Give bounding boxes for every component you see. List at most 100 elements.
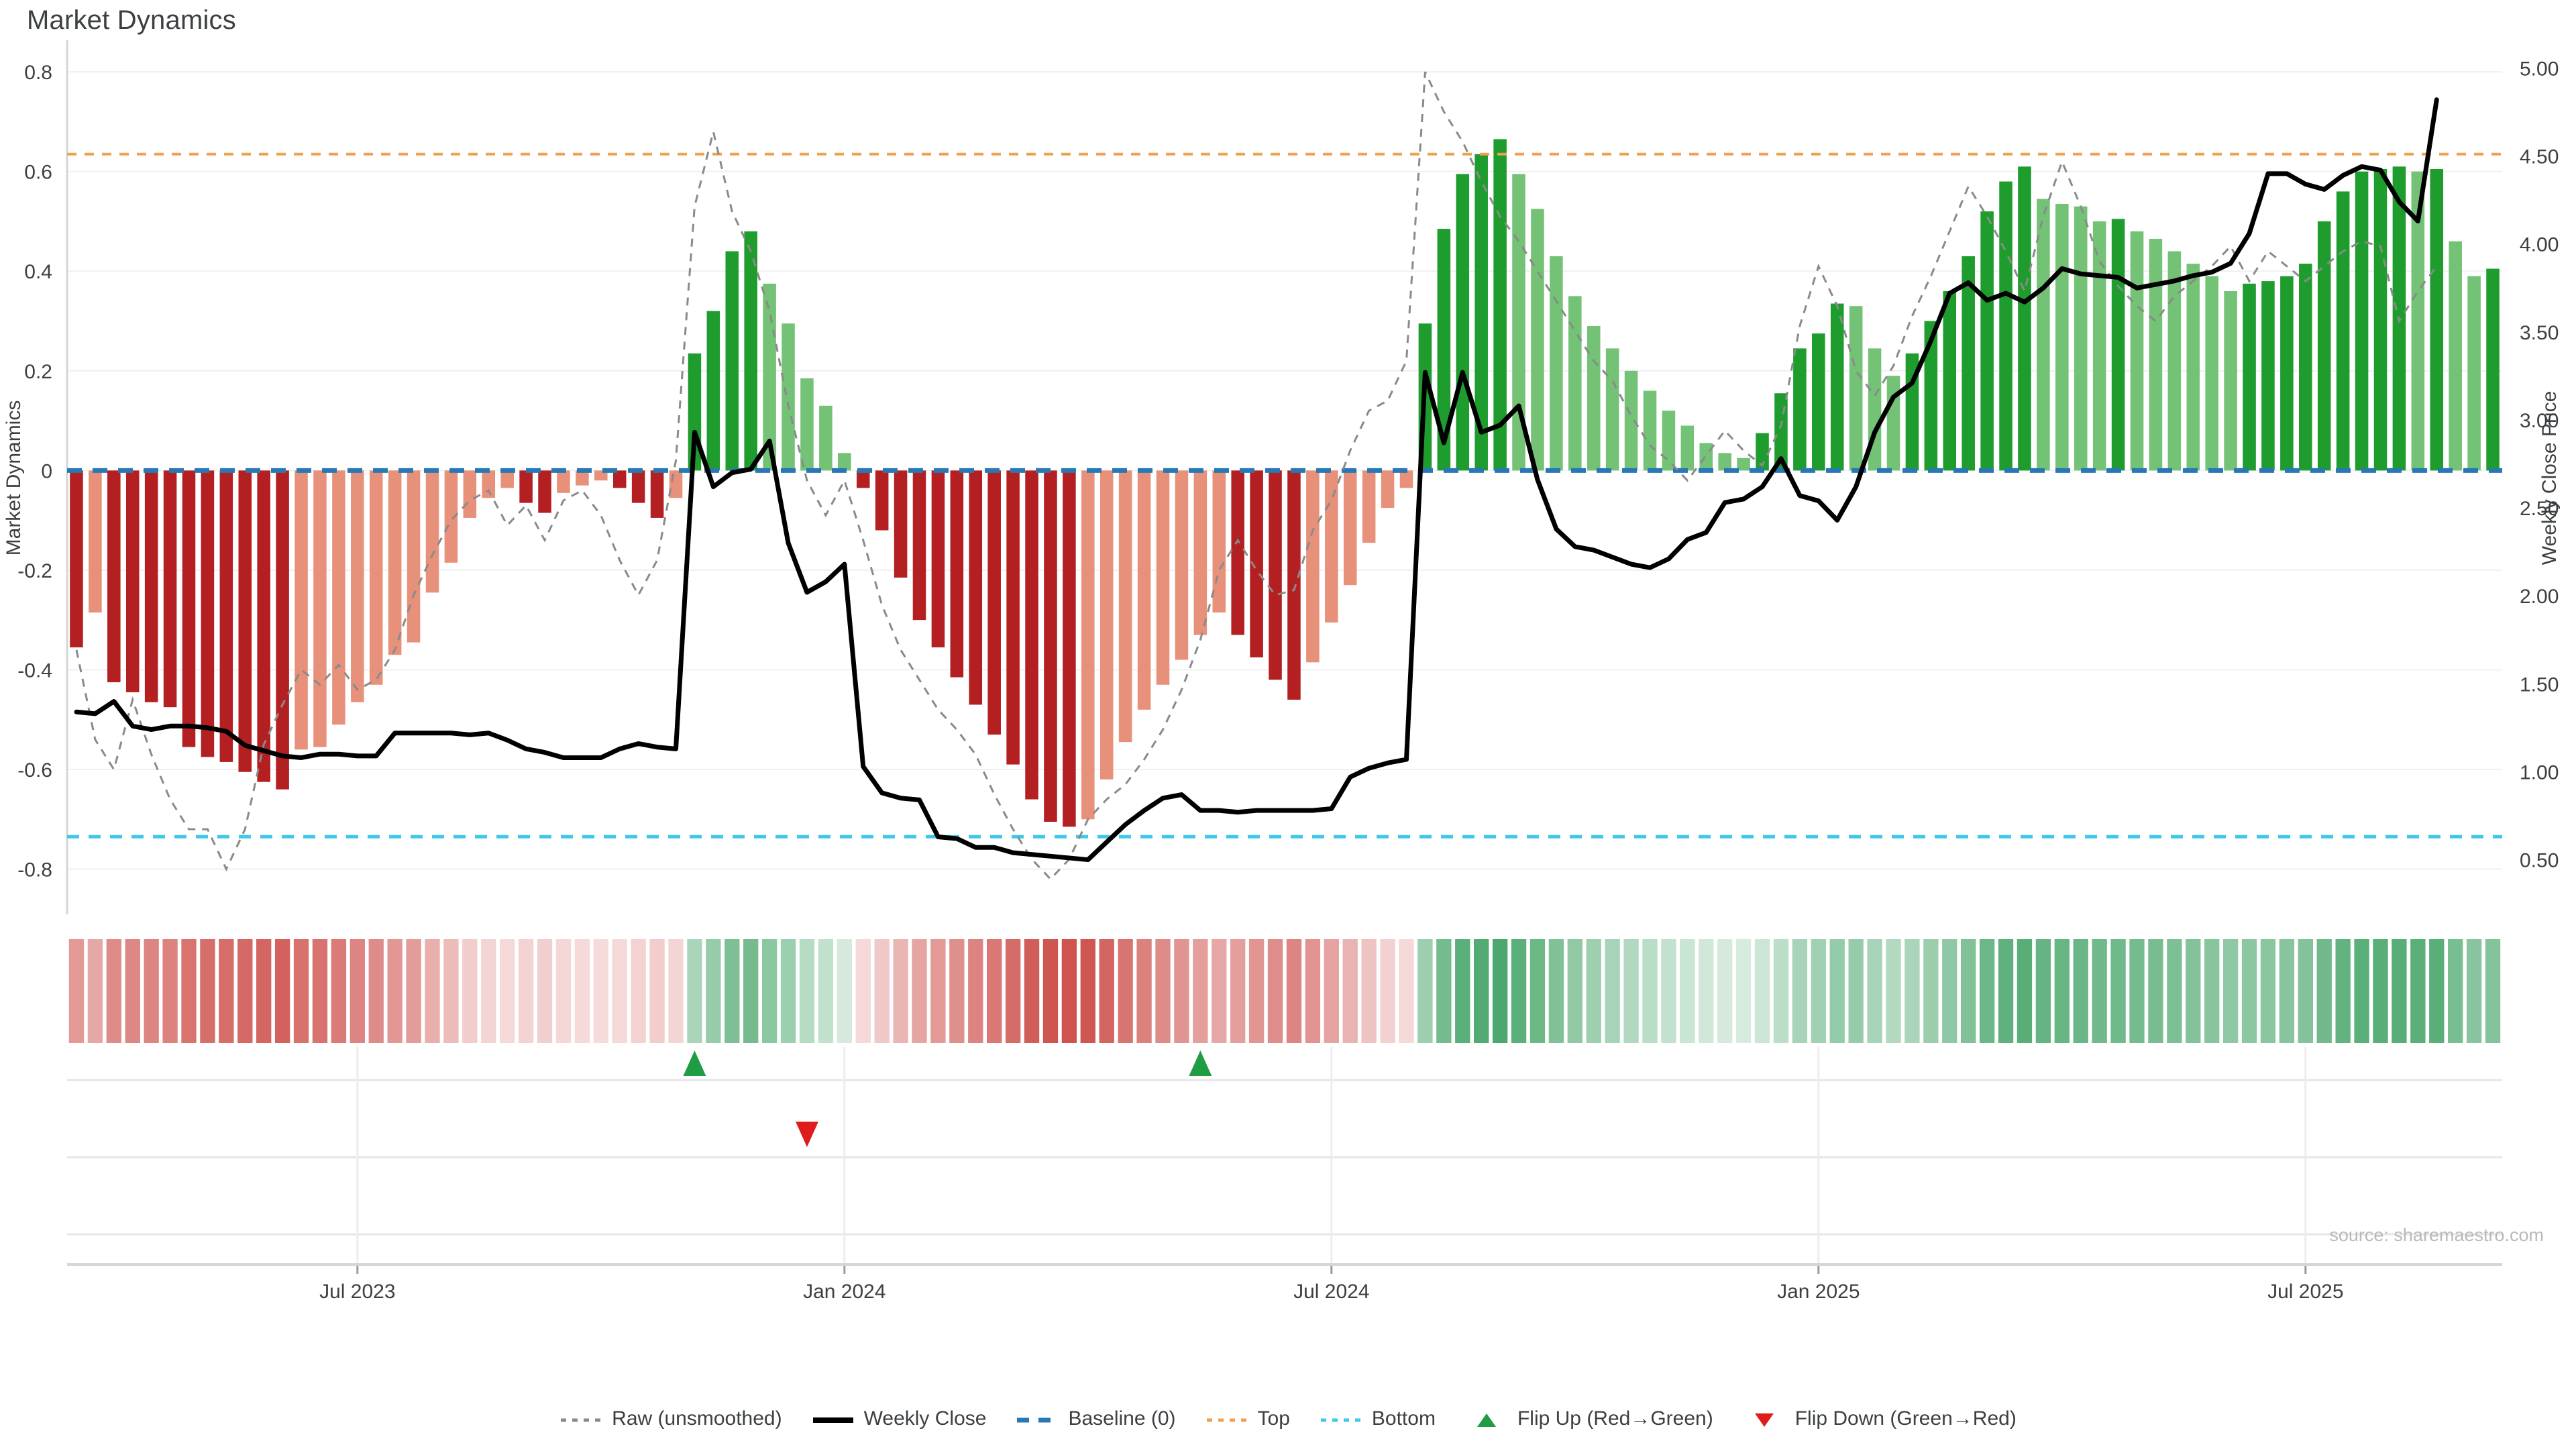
legend-swatch-weekly-close-icon bbox=[812, 1411, 855, 1426]
legend-label-raw-unsmoothed: Raw (unsmoothed) bbox=[612, 1407, 782, 1430]
heatmap-cell bbox=[2017, 939, 2033, 1043]
heatmap-cell bbox=[237, 939, 253, 1043]
heatmap-cell bbox=[2354, 939, 2369, 1043]
dynamics-bar bbox=[2486, 268, 2500, 471]
dynamics-bar bbox=[1399, 470, 1413, 488]
dynamics-bar bbox=[1568, 296, 1582, 471]
dynamics-bar bbox=[1437, 229, 1451, 471]
dynamics-bar bbox=[2449, 241, 2462, 471]
heatmap-cell bbox=[181, 939, 197, 1043]
legend-item-raw-unsmoothed[interactable]: Raw (unsmoothed) bbox=[559, 1407, 782, 1430]
legend-item-flip-down[interactable]: Flip Down (Green→Red) bbox=[1743, 1407, 2017, 1430]
y-tick-right-7: 1.50 bbox=[2520, 674, 2559, 696]
heatmap-cell bbox=[1267, 939, 1283, 1043]
dynamics-bar bbox=[482, 470, 496, 498]
dynamics-bar bbox=[425, 470, 439, 593]
dynamics-bar bbox=[1081, 470, 1095, 820]
heatmap-cell bbox=[219, 939, 234, 1043]
heatmap-cell bbox=[649, 939, 665, 1043]
heatmap-cell bbox=[1342, 939, 1358, 1043]
dynamics-bar bbox=[89, 470, 102, 613]
dynamics-bar bbox=[706, 311, 720, 471]
heatmap-cell bbox=[1042, 939, 1059, 1043]
heatmap-cell bbox=[1436, 939, 1452, 1043]
heatmap-cell bbox=[2392, 939, 2407, 1043]
heatmap-cell bbox=[687, 939, 702, 1043]
dynamics-bar bbox=[2074, 206, 2088, 471]
heatmap-cell bbox=[274, 939, 290, 1043]
heatmap-cell bbox=[462, 939, 478, 1043]
heatmap-cell bbox=[1286, 939, 1302, 1043]
y-tick-right-0: 5.00 bbox=[2520, 58, 2559, 80]
heatmap-cell bbox=[837, 939, 852, 1043]
heatmap-cell bbox=[2167, 939, 2182, 1043]
dynamics-bar bbox=[1175, 470, 1189, 660]
legend-item-weekly-close[interactable]: Weekly Close bbox=[812, 1407, 986, 1430]
y-axis-right-title: Weekly Close Price bbox=[2538, 391, 2561, 566]
y-tick-left-0: 0.8 bbox=[24, 62, 52, 84]
heatmap-cell bbox=[799, 939, 815, 1043]
legend-item-baseline-zero[interactable]: Baseline (0) bbox=[1016, 1407, 1176, 1430]
y-tick-left-1: 0.6 bbox=[24, 162, 52, 184]
legend-item-flip-up[interactable]: Flip Up (Red→Green) bbox=[1465, 1407, 1713, 1430]
heatmap-cell bbox=[331, 939, 347, 1043]
dynamics-bar bbox=[1099, 470, 1114, 780]
heatmap-cell bbox=[1586, 939, 1601, 1043]
dynamics-bar bbox=[1325, 470, 1338, 623]
dynamics-bar bbox=[294, 470, 308, 750]
heatmap-cell bbox=[1212, 939, 1227, 1043]
heatmap-cell bbox=[1474, 939, 1489, 1043]
flip-up-marker-0[interactable] bbox=[683, 1051, 706, 1076]
dynamics-bar bbox=[144, 470, 158, 702]
dynamics-bar bbox=[1306, 470, 1320, 663]
heatmap-cell bbox=[312, 939, 328, 1043]
heatmap-cell bbox=[2448, 939, 2463, 1043]
heatmap-cell bbox=[2429, 939, 2445, 1043]
heatmap-cell bbox=[1548, 939, 1564, 1043]
legend-item-bottom-threshold[interactable]: Bottom bbox=[1320, 1407, 1436, 1430]
dynamics-bar bbox=[800, 378, 814, 471]
y-tick-right-5: 2.50 bbox=[2520, 498, 2559, 520]
dynamics-bar bbox=[2467, 276, 2481, 471]
heatmap-cell bbox=[387, 939, 402, 1043]
dynamics-bar bbox=[1456, 174, 1470, 471]
flip-up-marker-2[interactable] bbox=[1189, 1051, 1212, 1076]
heatmap-cell bbox=[631, 939, 646, 1043]
flip-down-marker-1[interactable] bbox=[795, 1122, 818, 1147]
dynamics-bar bbox=[2243, 283, 2256, 471]
dynamics-bar bbox=[1793, 348, 1807, 471]
heatmap-cell bbox=[1567, 939, 1582, 1043]
heatmap-cell bbox=[555, 939, 572, 1043]
dynamics-bar bbox=[1980, 211, 1994, 471]
legend-item-top-threshold[interactable]: Top bbox=[1205, 1407, 1290, 1430]
x-tick-label-2: Jul 2024 bbox=[1293, 1281, 1369, 1303]
heatmap-cell bbox=[2335, 939, 2351, 1043]
dynamics-bar bbox=[819, 405, 833, 471]
heatmap-cell bbox=[1829, 939, 1845, 1043]
heatmap-cell bbox=[743, 939, 759, 1043]
heatmap-cell bbox=[1904, 939, 1920, 1043]
heatmap-cell bbox=[293, 939, 309, 1043]
heatmap-cell bbox=[2110, 939, 2126, 1043]
dynamics-bar bbox=[125, 470, 140, 692]
dynamics-bar bbox=[1812, 333, 1825, 471]
dynamics-bar bbox=[1212, 470, 1226, 613]
dynamics-bar bbox=[1362, 470, 1376, 543]
chart-legend: Raw (unsmoothed) Weekly Close Baseline (0)… bbox=[0, 1407, 2576, 1430]
dynamics-bar bbox=[257, 470, 270, 782]
dynamics-bar bbox=[612, 470, 627, 488]
heatmap-cell bbox=[1305, 939, 1321, 1043]
dynamics-bar bbox=[369, 470, 383, 685]
dynamics-bar bbox=[576, 470, 589, 486]
legend-swatch-flip-down-icon bbox=[1743, 1411, 1786, 1427]
heatmap-cell bbox=[1848, 939, 1864, 1043]
dynamics-bar bbox=[219, 470, 233, 762]
heatmap-cell bbox=[2279, 939, 2295, 1043]
heatmap-cell bbox=[200, 939, 215, 1043]
dynamics-bar bbox=[725, 251, 739, 471]
dynamics-bar bbox=[500, 470, 514, 488]
heatmap-cell bbox=[818, 939, 834, 1043]
dynamics-bar bbox=[1493, 139, 1507, 471]
y-tick-right-8: 1.00 bbox=[2520, 761, 2559, 784]
